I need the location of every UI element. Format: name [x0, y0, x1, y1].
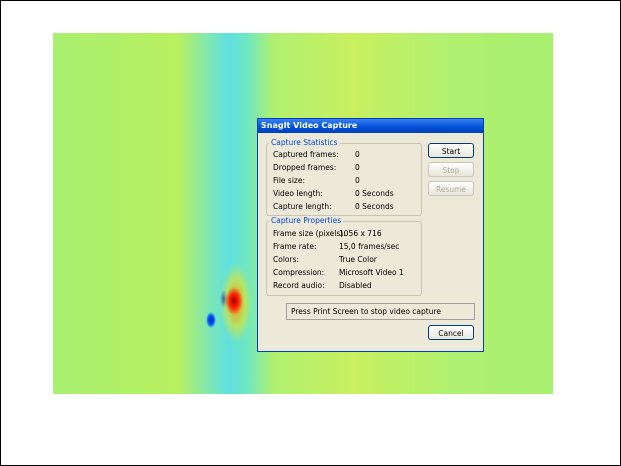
field-label: Compression:	[273, 268, 325, 277]
field-value: Microsoft Video 1	[339, 268, 404, 277]
group-box	[266, 221, 422, 296]
field-value: 0	[355, 163, 360, 172]
field-value: 0	[355, 150, 360, 159]
start-button[interactable]: Start	[428, 143, 474, 158]
resume-button: Resume	[428, 181, 474, 196]
field-label: Colors:	[273, 255, 300, 264]
field-label: Frame rate:	[273, 242, 317, 251]
field-value: Disabled	[339, 281, 372, 290]
group-box	[266, 143, 422, 216]
field-value: 1056 x 716	[339, 229, 382, 238]
field-value: 0 Seconds	[355, 189, 394, 198]
field-label: Capture length:	[273, 202, 332, 211]
field-value: 0	[355, 176, 360, 185]
status-box: Press Print Screen to stop video capture	[286, 303, 475, 320]
field-label: File size:	[273, 176, 306, 185]
group-title: Capture Statistics	[269, 138, 340, 147]
field-label: Video length:	[273, 189, 323, 198]
cancel-button[interactable]: Cancel	[428, 325, 474, 340]
field-label: Dropped frames:	[273, 163, 337, 172]
field-value: 0 Seconds	[355, 202, 394, 211]
stop-button: Stop	[428, 162, 474, 177]
title-bar: SnagIt Video Capture	[258, 119, 483, 133]
field-value: True Color	[339, 255, 377, 264]
group-title: Capture Properties	[269, 216, 344, 225]
field-label: Frame size (pixels):	[273, 229, 346, 238]
dialog: SnagIt Video Capture Capture Statistics …	[257, 118, 484, 352]
field-label: Record audio:	[273, 281, 325, 290]
field-value: 15,0 frames/sec	[339, 242, 400, 251]
field-label: Captured frames:	[273, 150, 339, 159]
